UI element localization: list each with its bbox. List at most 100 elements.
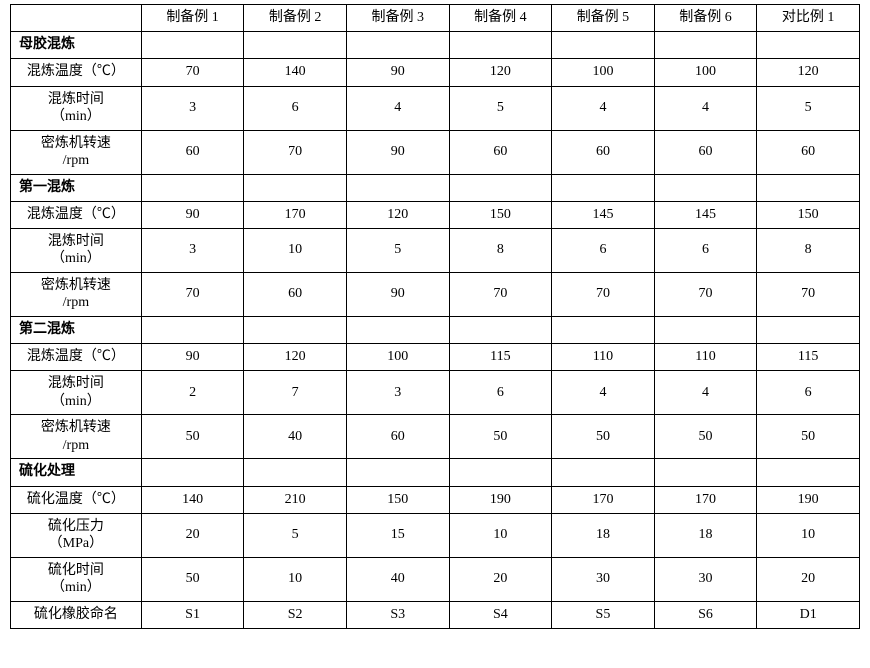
table-row: 混炼时间（min）2736446 — [11, 371, 860, 415]
table-row: 混炼温度（℃）90120100115110110115 — [11, 344, 860, 371]
data-cell: 60 — [346, 415, 449, 459]
data-cell: 50 — [141, 415, 244, 459]
data-cell: 6 — [757, 371, 860, 415]
data-cell: 140 — [141, 486, 244, 513]
section-header-row: 第二混炼 — [11, 316, 860, 343]
data-cell: 60 — [141, 130, 244, 174]
data-cell: 70 — [141, 59, 244, 86]
data-cell: 170 — [654, 486, 757, 513]
footer-cell: D1 — [757, 601, 860, 628]
data-cell: 100 — [346, 344, 449, 371]
data-cell: 6 — [654, 228, 757, 272]
row-label: 混炼温度（℃） — [11, 344, 142, 371]
table-row: 混炼时间（min）31058668 — [11, 228, 860, 272]
process-parameters-table: 制备例 1 制备例 2 制备例 3 制备例 4 制备例 5 制备例 6 对比例 … — [10, 4, 860, 629]
row-label: 硫化压力（MPa） — [11, 513, 142, 557]
data-cell: 10 — [244, 557, 347, 601]
data-cell: 120 — [449, 59, 552, 86]
data-cell: 90 — [346, 59, 449, 86]
data-cell: 4 — [654, 371, 757, 415]
table-row: 混炼时间（min）3645445 — [11, 86, 860, 130]
data-cell: 60 — [552, 130, 655, 174]
data-cell: 50 — [757, 415, 860, 459]
section-header-row: 第一混炼 — [11, 174, 860, 201]
blank-cell — [654, 459, 757, 486]
blank-cell — [244, 174, 347, 201]
row-label: 密炼机转速/rpm — [11, 130, 142, 174]
data-cell: 4 — [552, 371, 655, 415]
data-cell: 60 — [757, 130, 860, 174]
row-label: 密炼机转速/rpm — [11, 272, 142, 316]
table-row: 密炼机转速/rpm50406050505050 — [11, 415, 860, 459]
header-col-7: 对比例 1 — [757, 5, 860, 32]
table-header-row: 制备例 1 制备例 2 制备例 3 制备例 4 制备例 5 制备例 6 对比例 … — [11, 5, 860, 32]
data-cell: 140 — [244, 59, 347, 86]
data-cell: 5 — [757, 86, 860, 130]
data-cell: 40 — [346, 557, 449, 601]
data-cell: 30 — [552, 557, 655, 601]
data-cell: 10 — [244, 228, 347, 272]
row-label: 混炼时间（min） — [11, 86, 142, 130]
section-title: 硫化处理 — [11, 459, 142, 486]
data-cell: 120 — [244, 344, 347, 371]
data-cell: 10 — [449, 513, 552, 557]
data-cell: 70 — [141, 272, 244, 316]
section-header-row: 硫化处理 — [11, 459, 860, 486]
blank-cell — [244, 316, 347, 343]
data-cell: 70 — [757, 272, 860, 316]
data-cell: 210 — [244, 486, 347, 513]
data-cell: 30 — [654, 557, 757, 601]
table-row: 硫化时间（min）50104020303020 — [11, 557, 860, 601]
data-cell: 170 — [552, 486, 655, 513]
data-cell: 40 — [244, 415, 347, 459]
header-col-3: 制备例 3 — [346, 5, 449, 32]
table-row: 硫化温度（℃）140210150190170170190 — [11, 486, 860, 513]
data-cell: 170 — [244, 201, 347, 228]
data-cell: 70 — [449, 272, 552, 316]
data-cell: 90 — [346, 130, 449, 174]
blank-cell — [449, 32, 552, 59]
row-label: 硫化温度（℃） — [11, 486, 142, 513]
data-cell: 145 — [654, 201, 757, 228]
blank-cell — [346, 32, 449, 59]
blank-cell — [449, 459, 552, 486]
blank-cell — [449, 316, 552, 343]
footer-label: 硫化橡胶命名 — [11, 601, 142, 628]
data-cell: 3 — [141, 228, 244, 272]
header-blank — [11, 5, 142, 32]
blank-cell — [141, 32, 244, 59]
data-cell: 6 — [552, 228, 655, 272]
table-row: 硫化压力（MPa）2051510181810 — [11, 513, 860, 557]
data-cell: 190 — [757, 486, 860, 513]
row-label: 混炼时间（min） — [11, 228, 142, 272]
table-row: 混炼温度（℃）7014090120100100120 — [11, 59, 860, 86]
data-cell: 3 — [141, 86, 244, 130]
blank-cell — [346, 459, 449, 486]
data-cell: 150 — [449, 201, 552, 228]
data-cell: 10 — [757, 513, 860, 557]
header-col-6: 制备例 6 — [654, 5, 757, 32]
blank-cell — [244, 459, 347, 486]
data-cell: 150 — [346, 486, 449, 513]
row-label: 硫化时间（min） — [11, 557, 142, 601]
data-cell: 7 — [244, 371, 347, 415]
data-cell: 115 — [757, 344, 860, 371]
blank-cell — [141, 459, 244, 486]
row-label: 混炼温度（℃） — [11, 201, 142, 228]
blank-cell — [654, 32, 757, 59]
data-cell: 18 — [654, 513, 757, 557]
header-col-1: 制备例 1 — [141, 5, 244, 32]
data-cell: 8 — [757, 228, 860, 272]
blank-cell — [141, 174, 244, 201]
table-row: 密炼机转速/rpm70609070707070 — [11, 272, 860, 316]
table-row: 密炼机转速/rpm60709060606060 — [11, 130, 860, 174]
blank-cell — [141, 316, 244, 343]
blank-cell — [346, 174, 449, 201]
data-cell: 20 — [757, 557, 860, 601]
data-cell: 18 — [552, 513, 655, 557]
data-cell: 4 — [346, 86, 449, 130]
data-cell: 5 — [244, 513, 347, 557]
data-cell: 4 — [654, 86, 757, 130]
blank-cell — [654, 174, 757, 201]
data-cell: 60 — [244, 272, 347, 316]
